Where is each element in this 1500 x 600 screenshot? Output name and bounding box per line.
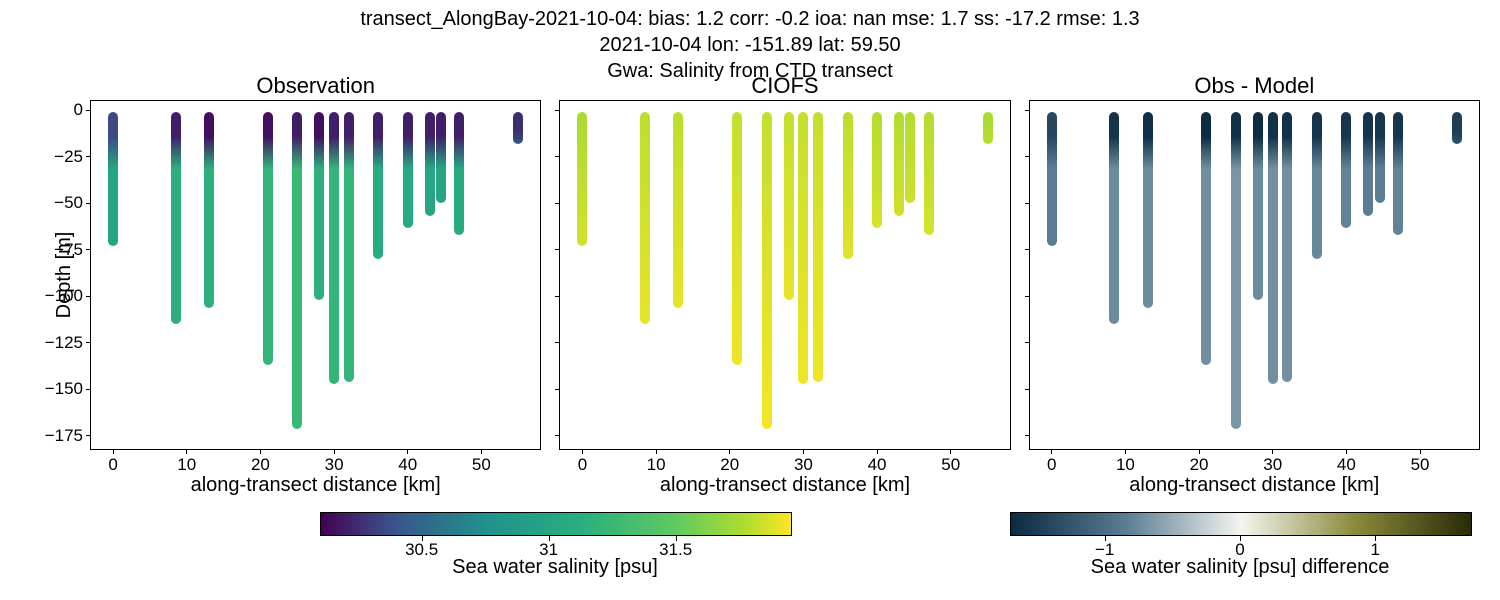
profile-bar	[329, 112, 339, 384]
x-tick-mark	[407, 449, 408, 454]
colorbar-salinity-bar	[320, 512, 792, 536]
colorbar-tick-label: 31.5	[659, 540, 692, 560]
x-tick-mark	[260, 449, 261, 454]
colorbar-tick-label: −1	[1095, 540, 1114, 560]
profile-bar	[924, 112, 934, 235]
x-tick-mark	[481, 449, 482, 454]
profile-bar	[1109, 112, 1119, 324]
x-tick-mark	[1346, 449, 1347, 454]
profiles	[560, 101, 1009, 449]
x-tick-mark	[656, 449, 657, 454]
profile-bar	[1268, 112, 1278, 384]
colorbar-tick-label: 30.5	[405, 540, 438, 560]
x-tick-mark	[877, 449, 878, 454]
panel-title: CIOFS	[560, 73, 1009, 99]
profile-bar	[577, 112, 587, 246]
y-tick-label: −150	[45, 379, 91, 399]
x-axis-label: along-transect distance [km]	[1030, 474, 1479, 497]
x-axis-label: along-transect distance [km]	[560, 474, 1009, 497]
colorbar-difference-bar	[1010, 512, 1472, 536]
x-tick-mark	[729, 449, 730, 454]
profile-bar	[762, 112, 772, 428]
profile-bar	[403, 112, 413, 227]
profile-bar	[1452, 112, 1462, 144]
x-tick-mark	[582, 449, 583, 454]
x-tick-mark	[113, 449, 114, 454]
profile-bar	[673, 112, 683, 307]
x-axis-label: along-transect distance [km]	[91, 474, 540, 497]
y-tick-label: −125	[45, 333, 91, 353]
colorbars-region: 30.53131.5 Sea water salinity [psu] −101…	[0, 512, 1500, 582]
colorbar-salinity: 30.53131.5 Sea water salinity [psu]	[320, 512, 790, 579]
panel-model: CIOFS01020304050along-transect distance …	[559, 100, 1010, 450]
colorbar-tick-label: 0	[1235, 540, 1244, 560]
x-tick-mark	[1420, 449, 1421, 454]
x-tick-mark	[1199, 449, 1200, 454]
profile-bar	[425, 112, 435, 216]
profile-bar	[171, 112, 181, 324]
profiles	[91, 101, 540, 449]
profile-bar	[732, 112, 742, 365]
colorbar-tick-label: 1	[1371, 540, 1380, 560]
panel-diff: Obs - Model01020304050along-transect dis…	[1029, 100, 1480, 450]
panel-title: Observation	[91, 73, 540, 99]
profile-bar	[1047, 112, 1057, 246]
x-tick-mark	[1125, 449, 1126, 454]
panel-title: Obs - Model	[1030, 73, 1479, 99]
profile-bar	[872, 112, 882, 227]
profile-bar	[813, 112, 823, 382]
profile-bar	[1341, 112, 1351, 227]
profile-bar	[1231, 112, 1241, 428]
profile-bar	[108, 112, 118, 246]
figure: transect_AlongBay-2021-10-04: bias: 1.2 …	[0, 0, 1500, 600]
title-line-1: transect_AlongBay-2021-10-04: bias: 1.2 …	[0, 6, 1500, 32]
profile-bar	[513, 112, 523, 144]
colorbar-tick-label: 31	[539, 540, 558, 560]
profile-bar	[344, 112, 354, 382]
profile-bar	[843, 112, 853, 259]
y-tick-label: −100	[45, 286, 91, 306]
profile-bar	[1143, 112, 1153, 307]
colorbar-difference: −101 Sea water salinity [psu] difference	[1010, 512, 1470, 579]
profile-bar	[373, 112, 383, 259]
colorbar-salinity-ticks: 30.53131.5	[320, 536, 790, 554]
profile-bar	[1393, 112, 1403, 235]
x-tick-mark	[334, 449, 335, 454]
profile-bar	[894, 112, 904, 216]
x-tick-mark	[1272, 449, 1273, 454]
profile-bar	[640, 112, 650, 324]
profiles	[1030, 101, 1479, 449]
profile-bar	[292, 112, 302, 428]
profile-bar	[263, 112, 273, 365]
profile-bar	[905, 112, 915, 203]
profile-bar	[784, 112, 794, 300]
profile-bar	[798, 112, 808, 384]
title-line-2: 2021-10-04 lon: -151.89 lat: 59.50	[0, 32, 1500, 58]
panel-obs: ObservationDepth [m]0−25−50−75−100−125−1…	[90, 100, 541, 450]
profile-bar	[983, 112, 993, 144]
figure-titles: transect_AlongBay-2021-10-04: bias: 1.2 …	[0, 0, 1500, 84]
colorbar-difference-ticks: −101	[1010, 536, 1470, 554]
profile-bar	[314, 112, 324, 300]
profile-bar	[1363, 112, 1373, 216]
panels-row: ObservationDepth [m]0−25−50−75−100−125−1…	[90, 100, 1480, 450]
profile-bar	[436, 112, 446, 203]
profile-bar	[204, 112, 214, 307]
x-tick-mark	[186, 449, 187, 454]
x-tick-mark	[1051, 449, 1052, 454]
profile-bar	[1375, 112, 1385, 203]
profile-bar	[454, 112, 464, 235]
profile-bar	[1253, 112, 1263, 300]
x-tick-mark	[950, 449, 951, 454]
profile-bar	[1312, 112, 1322, 259]
profile-bar	[1282, 112, 1292, 382]
profile-bar	[1201, 112, 1211, 365]
x-tick-mark	[803, 449, 804, 454]
y-tick-label: −175	[45, 426, 91, 446]
